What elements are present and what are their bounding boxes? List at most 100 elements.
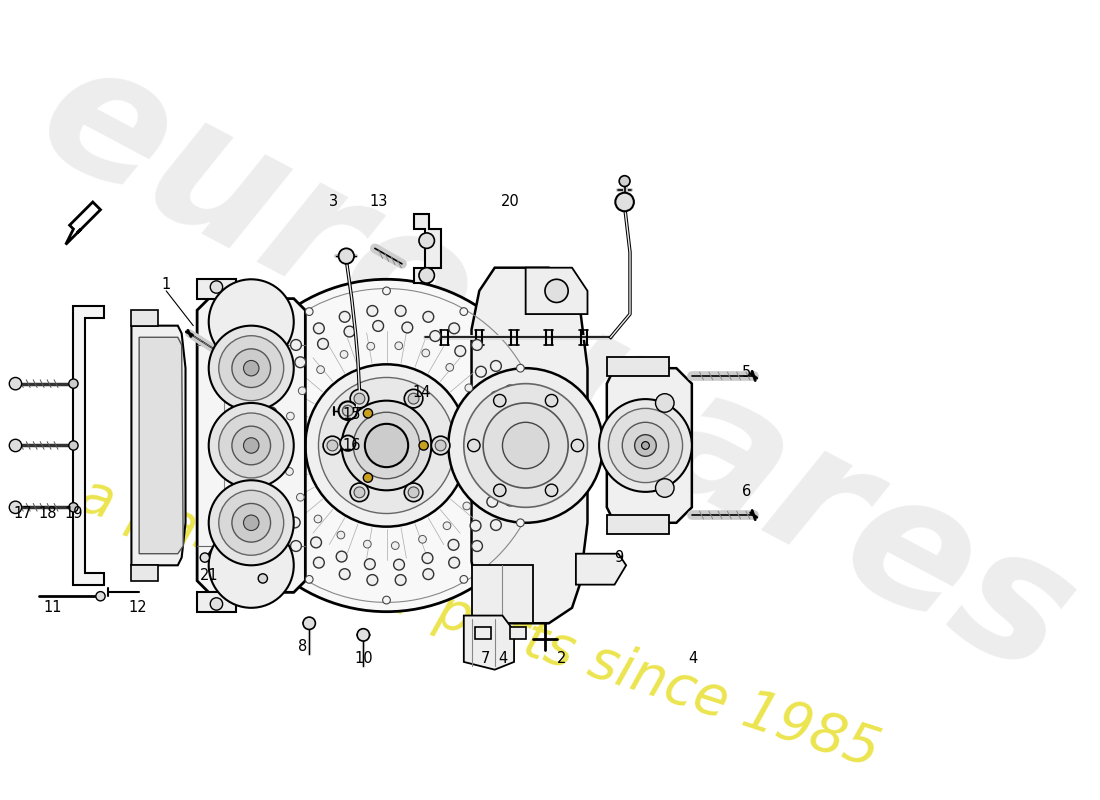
Circle shape <box>483 436 491 444</box>
Circle shape <box>286 412 295 420</box>
Circle shape <box>315 515 322 523</box>
Circle shape <box>615 193 634 211</box>
Circle shape <box>342 406 353 416</box>
Circle shape <box>419 268 435 283</box>
Circle shape <box>9 439 22 452</box>
Circle shape <box>449 323 460 334</box>
Polygon shape <box>197 592 235 612</box>
Circle shape <box>228 442 235 450</box>
Circle shape <box>243 438 258 454</box>
Circle shape <box>327 440 338 451</box>
Circle shape <box>373 321 384 331</box>
Circle shape <box>395 306 406 316</box>
Text: 6: 6 <box>742 484 751 499</box>
Circle shape <box>274 493 284 503</box>
Circle shape <box>514 412 525 422</box>
Circle shape <box>472 339 483 350</box>
Circle shape <box>219 413 284 478</box>
Circle shape <box>608 408 683 482</box>
Circle shape <box>342 401 431 490</box>
Circle shape <box>209 279 294 364</box>
Circle shape <box>448 539 459 550</box>
Circle shape <box>272 361 283 371</box>
Circle shape <box>446 363 453 371</box>
Circle shape <box>546 394 558 407</box>
Circle shape <box>505 495 516 506</box>
Circle shape <box>419 233 435 248</box>
Circle shape <box>383 596 390 604</box>
Circle shape <box>436 440 446 451</box>
Circle shape <box>286 468 294 475</box>
Circle shape <box>491 519 502 530</box>
Polygon shape <box>607 357 669 376</box>
Circle shape <box>497 469 508 480</box>
Text: 21: 21 <box>199 568 218 583</box>
Circle shape <box>209 480 294 566</box>
Circle shape <box>243 361 258 376</box>
Circle shape <box>306 364 468 526</box>
Circle shape <box>477 409 485 417</box>
Circle shape <box>449 558 460 568</box>
Text: 2: 2 <box>557 651 565 666</box>
Circle shape <box>245 440 256 451</box>
Circle shape <box>476 478 484 486</box>
Circle shape <box>365 424 408 467</box>
Text: 12: 12 <box>129 600 147 615</box>
Text: 19: 19 <box>64 506 82 521</box>
Polygon shape <box>464 615 514 670</box>
Circle shape <box>455 346 465 357</box>
Circle shape <box>258 574 267 583</box>
Text: 4: 4 <box>498 651 507 666</box>
Circle shape <box>623 422 669 469</box>
Circle shape <box>491 391 502 402</box>
Circle shape <box>200 553 209 562</box>
Circle shape <box>257 385 268 396</box>
Circle shape <box>314 558 324 568</box>
Circle shape <box>353 412 420 478</box>
Circle shape <box>422 349 430 357</box>
Circle shape <box>317 366 324 374</box>
Circle shape <box>209 403 294 488</box>
Circle shape <box>289 517 300 528</box>
Circle shape <box>487 496 497 507</box>
Circle shape <box>363 540 371 548</box>
Circle shape <box>272 519 283 530</box>
Circle shape <box>249 468 260 479</box>
Text: 4: 4 <box>689 651 698 666</box>
Circle shape <box>340 435 355 451</box>
Circle shape <box>290 339 301 350</box>
Polygon shape <box>576 554 626 585</box>
Circle shape <box>544 279 569 302</box>
Circle shape <box>656 394 674 412</box>
Circle shape <box>383 287 390 294</box>
Circle shape <box>298 387 306 394</box>
Circle shape <box>339 311 350 322</box>
Circle shape <box>619 176 630 186</box>
Circle shape <box>337 551 346 562</box>
Circle shape <box>209 522 294 608</box>
Circle shape <box>600 399 692 492</box>
Polygon shape <box>472 566 534 623</box>
Circle shape <box>422 311 433 322</box>
Text: 20: 20 <box>500 194 519 210</box>
Circle shape <box>363 473 373 482</box>
Text: 15: 15 <box>342 407 361 422</box>
Circle shape <box>460 308 467 315</box>
Circle shape <box>422 569 433 579</box>
Circle shape <box>363 409 373 418</box>
Circle shape <box>367 574 377 586</box>
Circle shape <box>232 426 271 465</box>
Circle shape <box>266 407 277 418</box>
Circle shape <box>364 558 375 570</box>
Circle shape <box>69 502 78 512</box>
Circle shape <box>319 378 454 514</box>
Circle shape <box>277 380 288 391</box>
Polygon shape <box>526 268 587 314</box>
Polygon shape <box>414 214 441 283</box>
Text: 14: 14 <box>412 386 430 401</box>
Circle shape <box>468 439 480 452</box>
Circle shape <box>9 501 22 514</box>
Circle shape <box>69 379 78 388</box>
Circle shape <box>367 306 377 316</box>
Circle shape <box>306 308 313 315</box>
